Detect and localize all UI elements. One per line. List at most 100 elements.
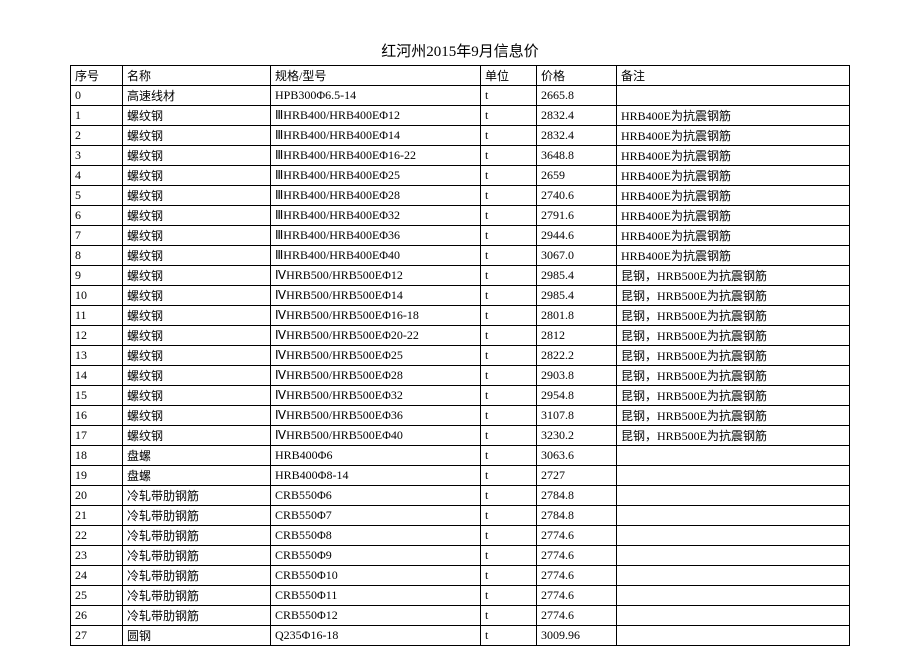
price-table: 序号名称规格/型号单位价格备注 0高速线材HPB300Φ6.5-14t2665.… — [70, 65, 850, 646]
table-cell: 2740.6 — [537, 186, 617, 206]
table-cell: 2774.6 — [537, 566, 617, 586]
table-cell — [617, 586, 850, 606]
table-cell: ⅢHRB400/HRB400EΦ36 — [271, 226, 481, 246]
table-row: 23冷轧带肋钢筋CRB550Φ9t2774.6 — [71, 546, 850, 566]
table-cell: 昆钢，HRB500E为抗震钢筋 — [617, 406, 850, 426]
table-cell: 15 — [71, 386, 123, 406]
table-cell: CRB550Φ11 — [271, 586, 481, 606]
table-cell: CRB550Φ8 — [271, 526, 481, 546]
table-cell: HRB400E为抗震钢筋 — [617, 106, 850, 126]
table-row: 18盘螺HRB400Φ6t3063.6 — [71, 446, 850, 466]
table-cell: 2791.6 — [537, 206, 617, 226]
table-cell: 2944.6 — [537, 226, 617, 246]
table-cell — [617, 506, 850, 526]
column-header: 名称 — [123, 66, 271, 86]
column-header: 单位 — [481, 66, 537, 86]
table-cell: CRB550Φ10 — [271, 566, 481, 586]
table-cell: ⅣHRB500/HRB500EΦ40 — [271, 426, 481, 446]
table-cell: 2832.4 — [537, 106, 617, 126]
table-cell: HRB400E为抗震钢筋 — [617, 166, 850, 186]
table-cell: t — [481, 606, 537, 626]
table-cell: 冷轧带肋钢筋 — [123, 486, 271, 506]
table-cell: t — [481, 466, 537, 486]
table-cell: 27 — [71, 626, 123, 646]
table-cell: 昆钢，HRB500E为抗震钢筋 — [617, 386, 850, 406]
table-cell: ⅢHRB400/HRB400EΦ25 — [271, 166, 481, 186]
table-cell: 18 — [71, 446, 123, 466]
table-cell: 5 — [71, 186, 123, 206]
table-row: 1螺纹钢ⅢHRB400/HRB400EΦ12t2832.4HRB400E为抗震钢… — [71, 106, 850, 126]
table-cell: 螺纹钢 — [123, 166, 271, 186]
table-cell: 3009.96 — [537, 626, 617, 646]
table-cell: ⅢHRB400/HRB400EΦ12 — [271, 106, 481, 126]
table-cell: 昆钢，HRB500E为抗震钢筋 — [617, 266, 850, 286]
column-header: 备注 — [617, 66, 850, 86]
table-cell: t — [481, 86, 537, 106]
table-cell: ⅣHRB500/HRB500EΦ14 — [271, 286, 481, 306]
table-cell: 昆钢，HRB500E为抗震钢筋 — [617, 346, 850, 366]
table-cell — [617, 626, 850, 646]
table-cell: 3 — [71, 146, 123, 166]
table-cell: t — [481, 426, 537, 446]
table-cell: 螺纹钢 — [123, 366, 271, 386]
table-cell: 螺纹钢 — [123, 346, 271, 366]
table-cell: 螺纹钢 — [123, 386, 271, 406]
table-cell: 20 — [71, 486, 123, 506]
table-cell: 螺纹钢 — [123, 306, 271, 326]
table-cell: 螺纹钢 — [123, 126, 271, 146]
table-cell: 7 — [71, 226, 123, 246]
table-cell: 14 — [71, 366, 123, 386]
table-cell: t — [481, 246, 537, 266]
table-row: 13螺纹钢ⅣHRB500/HRB500EΦ25t2822.2昆钢，HRB500E… — [71, 346, 850, 366]
table-cell: t — [481, 206, 537, 226]
table-cell: HRB400E为抗震钢筋 — [617, 246, 850, 266]
table-cell: t — [481, 346, 537, 366]
table-cell: t — [481, 386, 537, 406]
table-cell: CRB550Φ9 — [271, 546, 481, 566]
table-row: 26冷轧带肋钢筋CRB550Φ12t2774.6 — [71, 606, 850, 626]
table-cell: CRB550Φ6 — [271, 486, 481, 506]
table-cell: t — [481, 486, 537, 506]
table-cell: 2801.8 — [537, 306, 617, 326]
table-row: 9螺纹钢ⅣHRB500/HRB500EΦ12t2985.4昆钢，HRB500E为… — [71, 266, 850, 286]
table-cell: 冷轧带肋钢筋 — [123, 526, 271, 546]
table-cell: 盘螺 — [123, 446, 271, 466]
table-row: 20冷轧带肋钢筋CRB550Φ6t2784.8 — [71, 486, 850, 506]
table-cell: 螺纹钢 — [123, 106, 271, 126]
table-cell: 26 — [71, 606, 123, 626]
table-row: 15螺纹钢ⅣHRB500/HRB500EΦ32t2954.8昆钢，HRB500E… — [71, 386, 850, 406]
table-cell: 22 — [71, 526, 123, 546]
table-cell: 昆钢，HRB500E为抗震钢筋 — [617, 326, 850, 346]
table-cell: 高速线材 — [123, 86, 271, 106]
table-row: 4螺纹钢ⅢHRB400/HRB400EΦ25t2659HRB400E为抗震钢筋 — [71, 166, 850, 186]
table-cell: ⅢHRB400/HRB400EΦ28 — [271, 186, 481, 206]
table-row: 22冷轧带肋钢筋CRB550Φ8t2774.6 — [71, 526, 850, 546]
table-cell: t — [481, 446, 537, 466]
table-cell: 2665.8 — [537, 86, 617, 106]
table-cell: CRB550Φ12 — [271, 606, 481, 626]
table-cell: 2812 — [537, 326, 617, 346]
table-cell: 昆钢，HRB500E为抗震钢筋 — [617, 306, 850, 326]
table-cell: 2774.6 — [537, 546, 617, 566]
table-row: 5螺纹钢ⅢHRB400/HRB400EΦ28t2740.6HRB400E为抗震钢… — [71, 186, 850, 206]
table-header: 序号名称规格/型号单位价格备注 — [71, 66, 850, 86]
table-cell: t — [481, 306, 537, 326]
table-cell: t — [481, 326, 537, 346]
table-cell: t — [481, 226, 537, 246]
table-cell: ⅣHRB500/HRB500EΦ12 — [271, 266, 481, 286]
table-row: 10螺纹钢ⅣHRB500/HRB500EΦ14t2985.4昆钢，HRB500E… — [71, 286, 850, 306]
table-cell: 冷轧带肋钢筋 — [123, 506, 271, 526]
table-cell — [617, 86, 850, 106]
table-body: 0高速线材HPB300Φ6.5-14t2665.81螺纹钢ⅢHRB400/HRB… — [71, 86, 850, 646]
table-row: 3螺纹钢ⅢHRB400/HRB400EΦ16-22t3648.8HRB400E为… — [71, 146, 850, 166]
table-cell: 8 — [71, 246, 123, 266]
table-cell — [617, 606, 850, 626]
table-cell: 圆钢 — [123, 626, 271, 646]
table-cell: 10 — [71, 286, 123, 306]
table-cell — [617, 466, 850, 486]
table-cell: 螺纹钢 — [123, 326, 271, 346]
table-cell: 3067.0 — [537, 246, 617, 266]
table-row: 8螺纹钢ⅢHRB400/HRB400EΦ40t3067.0HRB400E为抗震钢… — [71, 246, 850, 266]
table-cell: 螺纹钢 — [123, 246, 271, 266]
table-cell: 23 — [71, 546, 123, 566]
